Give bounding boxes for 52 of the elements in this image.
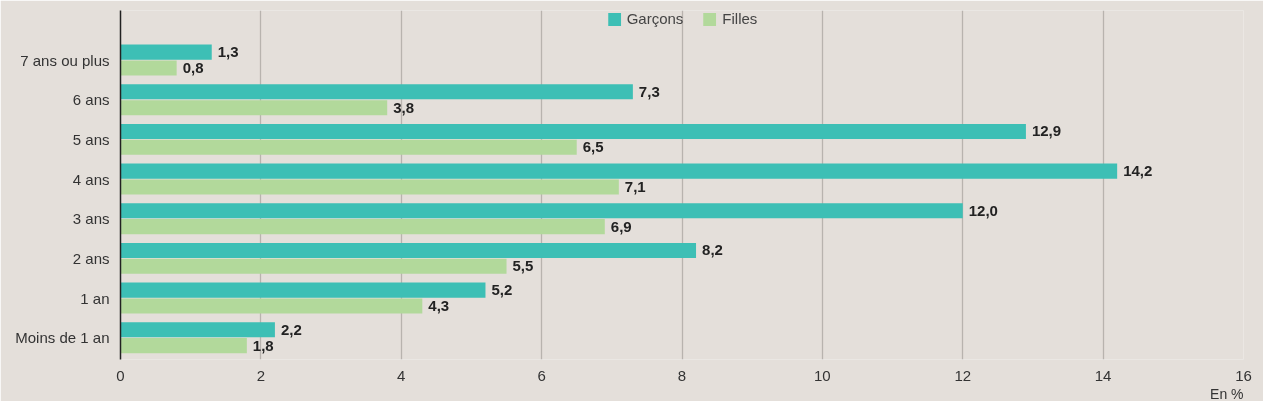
bar xyxy=(120,298,423,314)
bar xyxy=(120,258,507,274)
x-tick-label: 0 xyxy=(116,366,125,384)
bar xyxy=(120,219,605,235)
data-label: 5,2 xyxy=(491,281,513,299)
bar xyxy=(120,322,275,338)
bar xyxy=(120,100,388,116)
y-tick-label: 7 ans ou plus xyxy=(20,51,110,69)
bar xyxy=(120,84,633,100)
x-tick-label: 4 xyxy=(397,366,406,384)
bar xyxy=(120,179,619,195)
y-tick-label: 1 an xyxy=(80,289,110,307)
bar xyxy=(120,123,1026,139)
legend-label: Garçons xyxy=(626,10,684,27)
bar xyxy=(120,139,577,155)
data-label: 7,1 xyxy=(624,177,646,195)
bar xyxy=(120,242,697,258)
bar xyxy=(120,44,212,60)
data-label: 12,0 xyxy=(968,201,998,219)
data-label: 14,2 xyxy=(1123,162,1153,180)
data-label: 6,5 xyxy=(582,138,604,156)
x-tick-label: 16 xyxy=(1235,366,1252,384)
data-label: 3,8 xyxy=(393,98,415,116)
x-tick-label: 8 xyxy=(677,366,687,384)
bar xyxy=(120,282,486,298)
x-tick-label: 6 xyxy=(537,366,546,384)
data-label: 1,3 xyxy=(217,43,239,61)
x-axis-title: En % xyxy=(1210,385,1244,401)
y-tick-label: 6 ans xyxy=(72,91,110,109)
y-tick-label: 4 ans xyxy=(72,170,110,188)
x-tick-label: 12 xyxy=(954,366,972,384)
y-tick-label: 2 ans xyxy=(72,249,110,267)
y-tick-label: 5 ans xyxy=(72,130,110,148)
data-label: 12,9 xyxy=(1031,122,1062,140)
bar xyxy=(120,60,177,76)
y-tick-label: 3 ans xyxy=(72,210,110,228)
data-label: 7,3 xyxy=(638,82,660,100)
x-tick-label: 14 xyxy=(1094,366,1112,384)
legend-label: Filles xyxy=(722,10,758,27)
bar xyxy=(120,338,247,354)
data-label: 6,9 xyxy=(610,217,632,235)
y-tick-label: Moins de 1 an xyxy=(15,329,110,347)
bar xyxy=(120,163,1118,179)
x-tick-label: 10 xyxy=(814,366,831,384)
data-label: 4,3 xyxy=(428,296,450,314)
data-label: 5,5 xyxy=(512,257,534,275)
data-label: 1,8 xyxy=(252,336,274,354)
bar xyxy=(120,203,963,219)
x-tick-label: 2 xyxy=(256,366,266,384)
data-label: 8,2 xyxy=(702,241,723,259)
data-label: 2,2 xyxy=(280,320,302,338)
data-label: 0,8 xyxy=(182,59,204,77)
